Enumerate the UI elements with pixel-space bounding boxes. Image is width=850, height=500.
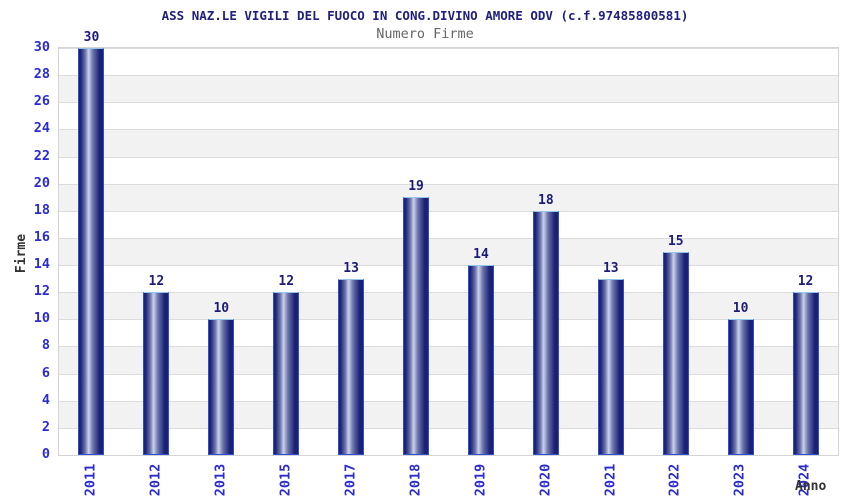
plot-band bbox=[59, 346, 838, 374]
bar-value-label-2021: 13 bbox=[602, 260, 619, 276]
bar-value-label-2023: 10 bbox=[732, 301, 749, 317]
bar-value-label-2012: 12 bbox=[148, 274, 165, 290]
y-tick-label: 24 bbox=[33, 120, 50, 137]
x-tick-label-2013: 2013 bbox=[212, 463, 229, 497]
y-tick-label: 22 bbox=[33, 147, 50, 164]
plot-band bbox=[59, 265, 838, 293]
plot-band bbox=[59, 129, 838, 157]
bar-value-label-2020: 18 bbox=[538, 192, 554, 208]
bar-value-label-2013: 10 bbox=[213, 301, 230, 317]
bar-2017 bbox=[338, 278, 365, 455]
bar-2020 bbox=[532, 210, 559, 455]
y-tick-label: 18 bbox=[33, 201, 50, 218]
bar-value-label-2019: 14 bbox=[473, 247, 489, 263]
x-tick-label-2023: 2023 bbox=[731, 463, 748, 497]
x-tick-label-2015: 2015 bbox=[277, 463, 294, 497]
plot-band bbox=[59, 292, 838, 320]
x-axis-title: Anno bbox=[795, 479, 827, 494]
plot-band bbox=[59, 210, 838, 238]
bar-2021 bbox=[597, 278, 624, 455]
y-tick-label: 4 bbox=[41, 391, 50, 408]
x-tick-label-2021: 2021 bbox=[601, 463, 618, 497]
y-tick-label: 28 bbox=[33, 66, 50, 83]
y-tick-label: 10 bbox=[33, 310, 50, 327]
bar-value-label-2024: 12 bbox=[797, 274, 814, 290]
y-tick-label: 30 bbox=[33, 39, 50, 55]
bar-2023 bbox=[727, 319, 754, 455]
y-tick-label: 8 bbox=[41, 337, 50, 354]
x-tick-label-2019: 2019 bbox=[471, 463, 488, 497]
bar-value-label-2017: 13 bbox=[343, 260, 359, 276]
bar-2015 bbox=[273, 292, 300, 455]
plot-area: 30 12 10 12 13 19 14 18 13 15 10 12 bbox=[58, 31, 839, 456]
bar-2018 bbox=[403, 197, 430, 455]
x-tick-label-2017: 2017 bbox=[342, 463, 359, 497]
bar-2019 bbox=[467, 265, 494, 455]
x-tick-label-2022: 2022 bbox=[666, 463, 683, 497]
x-tick-label-2011: 2011 bbox=[82, 463, 99, 497]
x-tick-label-2020: 2020 bbox=[536, 463, 553, 497]
plot-band bbox=[59, 183, 838, 211]
plot-band bbox=[59, 237, 838, 266]
plot-band bbox=[59, 427, 838, 455]
bar-value-label-2011: 30 bbox=[83, 30, 100, 45]
plot-band bbox=[59, 75, 838, 103]
y-tick-label: 16 bbox=[33, 228, 50, 245]
y-tick-label: 0 bbox=[41, 446, 50, 462]
y-tick-label: 20 bbox=[33, 174, 50, 191]
x-tick-label-2012: 2012 bbox=[147, 463, 164, 497]
bar-2013 bbox=[208, 319, 235, 455]
y-tick-label: 26 bbox=[33, 93, 50, 110]
x-tick-label-2018: 2018 bbox=[407, 463, 424, 497]
plot-band bbox=[59, 400, 838, 428]
bar-2022 bbox=[662, 251, 689, 455]
bar-2012 bbox=[143, 292, 170, 455]
y-tick-label: 2 bbox=[41, 418, 50, 435]
bar-2024 bbox=[792, 292, 819, 455]
chart-subtitle: Numero Firme bbox=[376, 26, 474, 42]
bar-2011 bbox=[78, 48, 105, 455]
y-tick-label: 6 bbox=[41, 364, 50, 381]
y-tick-label: 14 bbox=[33, 256, 50, 273]
y-tick-label: 12 bbox=[33, 283, 50, 300]
bar-value-label-2015: 12 bbox=[278, 274, 295, 290]
plot-band bbox=[59, 156, 838, 184]
plot-band bbox=[59, 373, 838, 401]
plot-band bbox=[59, 102, 838, 130]
bar-value-label-2022: 15 bbox=[667, 233, 684, 249]
chart-title: ASS NAZ.LE VIGILI DEL FUOCO IN CONG.DIVI… bbox=[161, 8, 689, 23]
plot-band bbox=[59, 48, 838, 76]
plot-band bbox=[59, 319, 838, 347]
bar-value-label-2018: 19 bbox=[408, 179, 424, 195]
